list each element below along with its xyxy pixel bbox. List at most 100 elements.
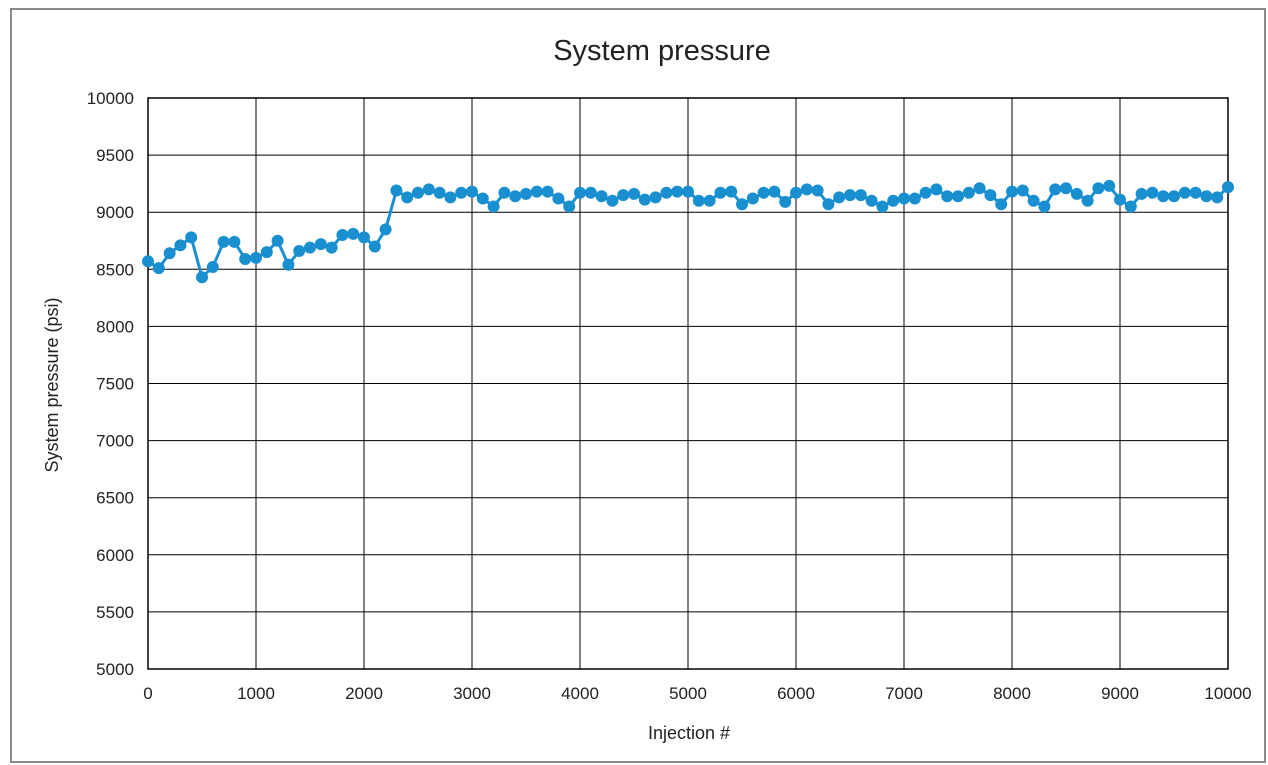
y-tick-label: 5000 [96, 660, 134, 679]
data-point [1027, 194, 1040, 207]
data-point [714, 186, 727, 199]
data-point [725, 185, 738, 198]
data-point [1178, 186, 1191, 199]
data-point [152, 262, 165, 275]
data-point [1200, 190, 1213, 203]
data-point [336, 229, 349, 242]
data-point [1081, 194, 1094, 207]
data-point [1103, 179, 1116, 192]
data-point [1070, 187, 1083, 200]
x-tick-label: 10000 [1204, 684, 1251, 703]
y-tick-label: 6000 [96, 546, 134, 565]
chart-frame: System pressure 0 1000 2000 3000 4000 5000 600… [10, 8, 1266, 763]
data-point [314, 238, 327, 251]
data-point [552, 192, 565, 205]
data-point [541, 185, 554, 198]
data-point [995, 198, 1008, 211]
data-point [487, 200, 500, 213]
data-point [142, 255, 154, 268]
data-point [800, 183, 813, 196]
data-point [833, 191, 846, 204]
data-point [347, 227, 360, 240]
data-point [228, 235, 241, 248]
data-point [606, 194, 619, 207]
data-point [520, 187, 532, 200]
data-point [811, 184, 824, 197]
data-point [466, 185, 478, 198]
x-axis-ticks: 0 1000 2000 3000 4000 5000 6000 7000 8000 9000 100… [143, 684, 1251, 703]
data-point [779, 195, 792, 208]
y-tick-label: 8000 [96, 317, 134, 336]
data-point [876, 200, 889, 213]
data-point [358, 231, 370, 244]
data-point [628, 187, 640, 200]
y-tick-label: 7500 [96, 375, 134, 394]
x-tick-label: 9000 [1101, 684, 1139, 703]
data-point [768, 185, 781, 198]
data-point [973, 182, 986, 195]
line-chart: System pressure 0 1000 2000 3000 4000 5000 600… [42, 35, 1252, 743]
data-point [163, 247, 176, 260]
data-point [498, 186, 511, 199]
data-point [941, 190, 954, 203]
y-tick-label: 9000 [96, 203, 134, 222]
plot-border [147, 97, 1229, 670]
data-point [185, 231, 198, 244]
data-point [455, 186, 468, 199]
x-tick-label: 6000 [777, 684, 815, 703]
data-point [595, 190, 608, 203]
data-point [1114, 193, 1126, 206]
data-point [692, 194, 705, 207]
data-point [703, 194, 716, 207]
data-point [390, 184, 403, 197]
data-point [1189, 186, 1202, 199]
x-axis-title: Injection # [648, 723, 730, 743]
data-point [433, 186, 446, 199]
data-point [401, 191, 414, 204]
y-tick-label: 8500 [96, 260, 134, 279]
y-tick-label: 7000 [96, 432, 134, 451]
data-point [1049, 183, 1062, 196]
y-tick-label: 10000 [87, 89, 134, 108]
x-tick-label: 1000 [237, 684, 275, 703]
data-point [790, 186, 802, 199]
data-point [822, 198, 835, 211]
data-point [206, 261, 219, 274]
data-point [1016, 184, 1029, 197]
x-tick-label: 2000 [345, 684, 383, 703]
data-point [1146, 186, 1159, 199]
data-point [444, 191, 457, 204]
data-point [1135, 187, 1148, 200]
data-point [962, 186, 975, 199]
data-point [984, 189, 997, 202]
data-point [217, 235, 230, 248]
data-point [757, 186, 770, 199]
data-point [368, 240, 381, 253]
data-point [476, 192, 489, 205]
data-point [260, 246, 273, 259]
data-point [682, 185, 694, 198]
chart-title: System pressure [553, 35, 771, 67]
x-tick-label: 0 [143, 684, 152, 703]
x-tick-label: 5000 [669, 684, 707, 703]
data-point [898, 192, 910, 205]
series-layer [142, 179, 1234, 284]
data-point [1038, 200, 1051, 213]
y-axis-title: System pressure (psi) [42, 297, 62, 472]
x-tick-label: 4000 [561, 684, 599, 703]
y-axis-ticks: 5000 5500 6000 6500 7000 7500 8000 8500 9000 9500… [87, 89, 134, 679]
data-point [412, 186, 424, 199]
data-point [584, 186, 597, 199]
data-point [736, 198, 748, 211]
data-point [1060, 182, 1072, 195]
data-point [887, 194, 900, 207]
x-tick-label: 3000 [453, 684, 491, 703]
data-point [282, 258, 295, 271]
data-point [196, 271, 208, 284]
data-point [1168, 190, 1180, 203]
x-tick-label: 7000 [885, 684, 923, 703]
data-point [1124, 200, 1137, 213]
y-tick-label: 9500 [96, 146, 134, 165]
data-point [379, 223, 392, 236]
data-point [1157, 190, 1170, 203]
